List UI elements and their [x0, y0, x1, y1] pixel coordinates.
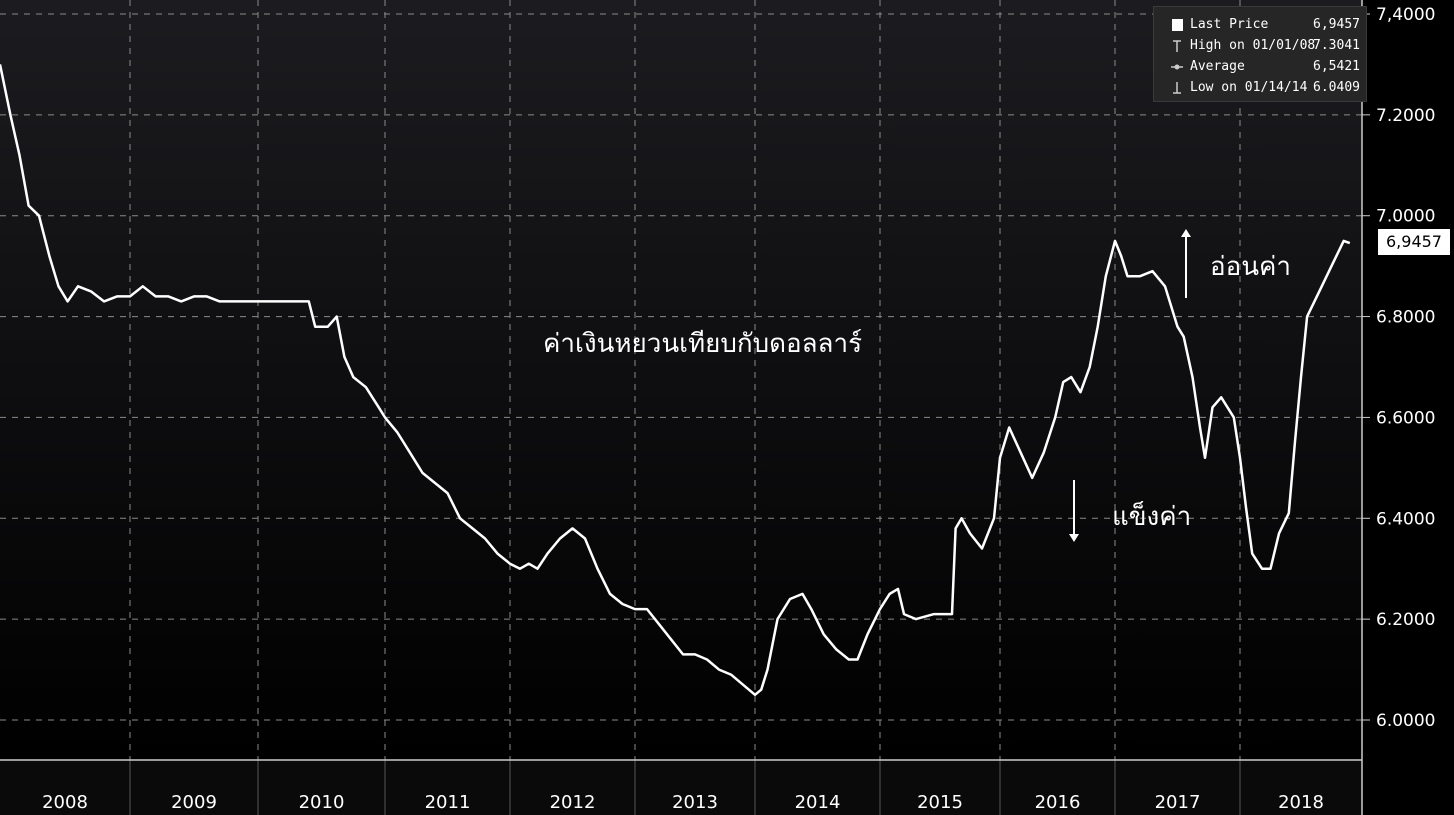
legend-value: 6,5421: [1313, 59, 1360, 74]
legend-value: 7.3041: [1313, 38, 1360, 53]
x-tick-label: 2015: [917, 792, 963, 813]
y-tick-label: 6.2000: [1376, 610, 1435, 630]
chart-title: ค่าเงินหยวนเทียบกับดอลลาร์: [543, 329, 863, 359]
plot-background: [0, 0, 1362, 760]
y-tick-label: 6.0000: [1376, 711, 1435, 731]
y-tick-label: 6.8000: [1376, 308, 1435, 328]
x-tick-label: 2009: [171, 792, 217, 813]
y-tick-label: 6.4000: [1376, 509, 1435, 529]
x-tick-label: 2011: [425, 792, 471, 813]
x-tick-label: 2010: [299, 792, 345, 813]
up-arrow-icon: [1181, 229, 1191, 298]
legend-value: 6,9457: [1313, 17, 1360, 32]
down-arrow-icon: [1069, 480, 1079, 542]
x-tick-label: 2012: [550, 792, 596, 813]
x-axis-band: [0, 760, 1362, 815]
series-line-usdcny: [0, 64, 1351, 697]
legend-item-high: High on 01/01/08 7.3041: [1164, 36, 1364, 56]
square-icon: [1172, 19, 1183, 31]
x-tick-label: 2018: [1278, 792, 1324, 813]
y-tick-label: 7.0000: [1376, 207, 1435, 227]
x-tick-label: 2016: [1035, 792, 1081, 813]
legend-value: 6.0409: [1313, 80, 1360, 95]
x-tick-label: 2014: [795, 792, 841, 813]
legend: Last Price 6,9457 High on 01/01/08 7.304…: [1153, 6, 1367, 102]
y-tick-label: 7.2000: [1376, 106, 1435, 126]
high-marker-icon: [1173, 40, 1181, 52]
legend-label: Last Price: [1190, 17, 1269, 32]
legend-label: Average: [1190, 59, 1245, 74]
legend-item-low: Low on 01/14/14 6.0409: [1164, 78, 1364, 98]
x-tick-label: 2013: [672, 792, 718, 813]
annotation-strengthen: แข็งค่า: [1112, 502, 1192, 532]
y-tick-label: 6.6000: [1376, 408, 1435, 428]
legend-item-average: Average 6,5421: [1164, 57, 1364, 77]
legend-label: Low on 01/14/14: [1190, 80, 1308, 95]
y-tick-label: 7,4000: [1376, 5, 1435, 25]
x-tick-label: 2017: [1155, 792, 1201, 813]
legend-label: High on 01/01/08: [1190, 38, 1316, 53]
legend-item-last-price: Last Price 6,9457: [1164, 15, 1364, 35]
last-price-tag: 6,9457: [1378, 229, 1450, 255]
annotation-weaken: อ่อนค่า: [1210, 252, 1291, 282]
x-tick-label: 2008: [42, 792, 88, 813]
average-marker-icon: [1171, 64, 1183, 70]
low-marker-icon: [1173, 82, 1181, 94]
